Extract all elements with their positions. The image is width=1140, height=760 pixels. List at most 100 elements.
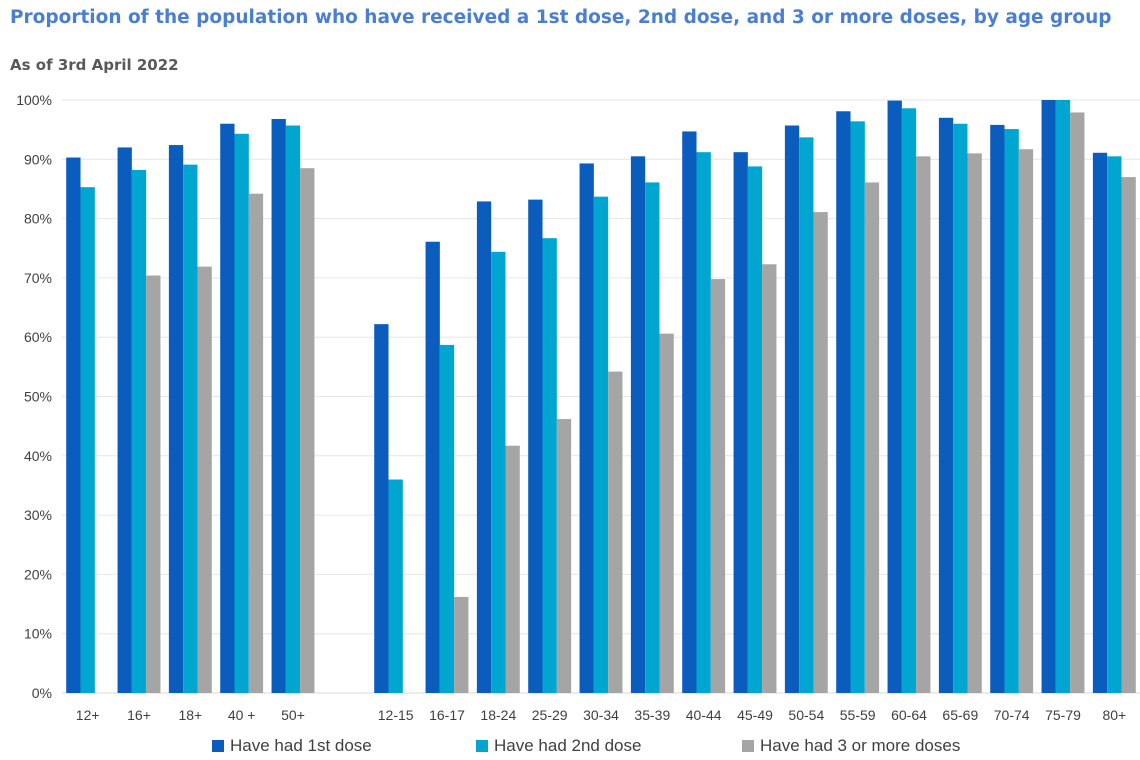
bar-dose2	[645, 182, 660, 693]
bar-dose1	[476, 201, 492, 693]
bar-dose1	[682, 131, 697, 693]
bar-dose3	[248, 193, 264, 693]
x-tick-label: 60-64	[891, 707, 927, 723]
legend-item-dose3: Have had 3 or more doses	[742, 736, 960, 756]
bar-dose3	[1070, 112, 1085, 693]
y-tick-label: 20%	[24, 566, 52, 582]
bar-dose1	[374, 324, 389, 693]
bar-dose2	[388, 479, 403, 693]
x-tick-label: 18-24	[480, 707, 516, 723]
bar-dose3	[659, 333, 674, 693]
x-tick-label: 65-69	[942, 707, 978, 723]
bar-dose1	[117, 147, 132, 693]
x-axis: 12+ 16+ 18+ 40 + 50+ 12-15 16-17 18-24 25-29 30-3…	[76, 707, 1126, 723]
bar-dose2	[234, 133, 249, 693]
legend-swatch-dose3	[742, 740, 754, 752]
bar-dose3	[1018, 149, 1034, 693]
bar-dose3	[916, 156, 931, 693]
bar-dose1	[733, 152, 748, 693]
bar-dose2	[696, 152, 711, 693]
bar-dose2	[131, 169, 147, 693]
bar-dose2	[1055, 100, 1071, 693]
bar-dose1	[66, 157, 81, 693]
y-axis: 0% 10% 20% 30% 40% 50% 60% 70% 80% 90% 100%	[16, 92, 52, 701]
bar-dose3	[146, 275, 161, 693]
y-tick-label: 100%	[16, 92, 52, 108]
bar-dose2	[850, 121, 865, 693]
bar-dose1	[220, 123, 235, 694]
bar-dose1	[168, 145, 184, 693]
bar-dose2	[491, 251, 506, 694]
x-tick-label: 18+	[178, 707, 202, 723]
y-tick-label: 70%	[24, 270, 52, 286]
y-tick-label: 50%	[24, 389, 52, 405]
bar-dose3	[813, 212, 828, 693]
y-tick-label: 10%	[24, 626, 52, 642]
x-tick-label: 45-49	[737, 707, 773, 723]
x-tick-label: 40 +	[228, 707, 256, 723]
bar-dose3	[505, 445, 520, 693]
bar-chart: 0% 10% 20% 30% 40% 50% 60% 70% 80% 90% 100% 12+ 16+…	[16, 92, 1140, 723]
bar-dose1	[579, 163, 594, 694]
x-tick-label: 12-15	[378, 707, 414, 723]
bar-dose3	[710, 279, 726, 693]
bar-dose1	[271, 118, 286, 693]
x-tick-label: 16+	[127, 707, 151, 723]
bar-dose1	[630, 156, 646, 693]
x-tick-label: 70-74	[994, 707, 1030, 723]
bar-dose3	[608, 371, 623, 693]
bar-dose2	[1004, 129, 1019, 693]
bar-dose1	[425, 241, 440, 694]
legend-label-dose3: Have had 3 or more doses	[760, 736, 961, 755]
legend-label-dose2: Have had 2nd dose	[494, 736, 642, 755]
x-tick-label: 25-29	[532, 707, 568, 723]
bar-dose2	[542, 238, 557, 693]
bar-dose1	[938, 117, 954, 694]
bar-dose1	[990, 124, 1005, 693]
x-tick-label: 80+	[1102, 707, 1126, 723]
bar-dose3	[1121, 177, 1136, 694]
x-tick-label: 55-59	[840, 707, 876, 723]
legend-item-dose2: Have had 2nd dose	[476, 736, 641, 756]
x-tick-label: 16-17	[429, 707, 465, 723]
bar-dose2	[285, 125, 301, 693]
x-tick-label: 12+	[76, 707, 100, 723]
chart-title: Proportion of the population who have re…	[10, 7, 1112, 28]
x-tick-label: 50+	[281, 707, 305, 723]
y-tick-label: 60%	[24, 329, 52, 345]
legend: Have had 1st dose Have had 2nd dose Have…	[0, 736, 1140, 760]
bar-dose3	[454, 596, 469, 693]
x-tick-label: 75-79	[1045, 707, 1081, 723]
bar-dose2	[183, 164, 198, 694]
bar-dose1	[528, 199, 543, 693]
bar-dose3	[556, 419, 572, 693]
bar-dose2	[1107, 156, 1122, 693]
bar-dose1	[784, 125, 800, 693]
y-tick-label: 30%	[24, 507, 52, 523]
y-tick-label: 80%	[24, 211, 52, 227]
bars	[66, 100, 1136, 694]
bar-dose3	[197, 266, 212, 693]
legend-swatch-dose2	[476, 740, 488, 752]
y-tick-label: 0%	[32, 685, 52, 701]
bar-dose1	[1041, 100, 1056, 693]
bar-dose2	[80, 187, 95, 693]
x-tick-label: 50-54	[788, 707, 824, 723]
legend-item-dose1: Have had 1st dose	[212, 736, 372, 756]
bar-dose2	[593, 196, 609, 693]
x-tick-label: 40-44	[686, 707, 722, 723]
bar-dose3	[967, 153, 982, 693]
bar-dose2	[439, 344, 455, 693]
bar-dose2	[953, 123, 968, 694]
bar-dose1	[836, 111, 851, 694]
bar-dose2	[901, 108, 917, 693]
x-tick-label: 30-34	[583, 707, 619, 723]
legend-label-dose1: Have had 1st dose	[230, 736, 372, 755]
bar-dose3	[864, 182, 880, 693]
bar-dose1	[1092, 152, 1108, 694]
x-tick-label: 35-39	[634, 707, 670, 723]
bar-dose1	[887, 100, 902, 693]
bar-dose3	[300, 168, 315, 693]
y-tick-label: 90%	[24, 151, 52, 167]
bar-dose2	[747, 166, 763, 693]
